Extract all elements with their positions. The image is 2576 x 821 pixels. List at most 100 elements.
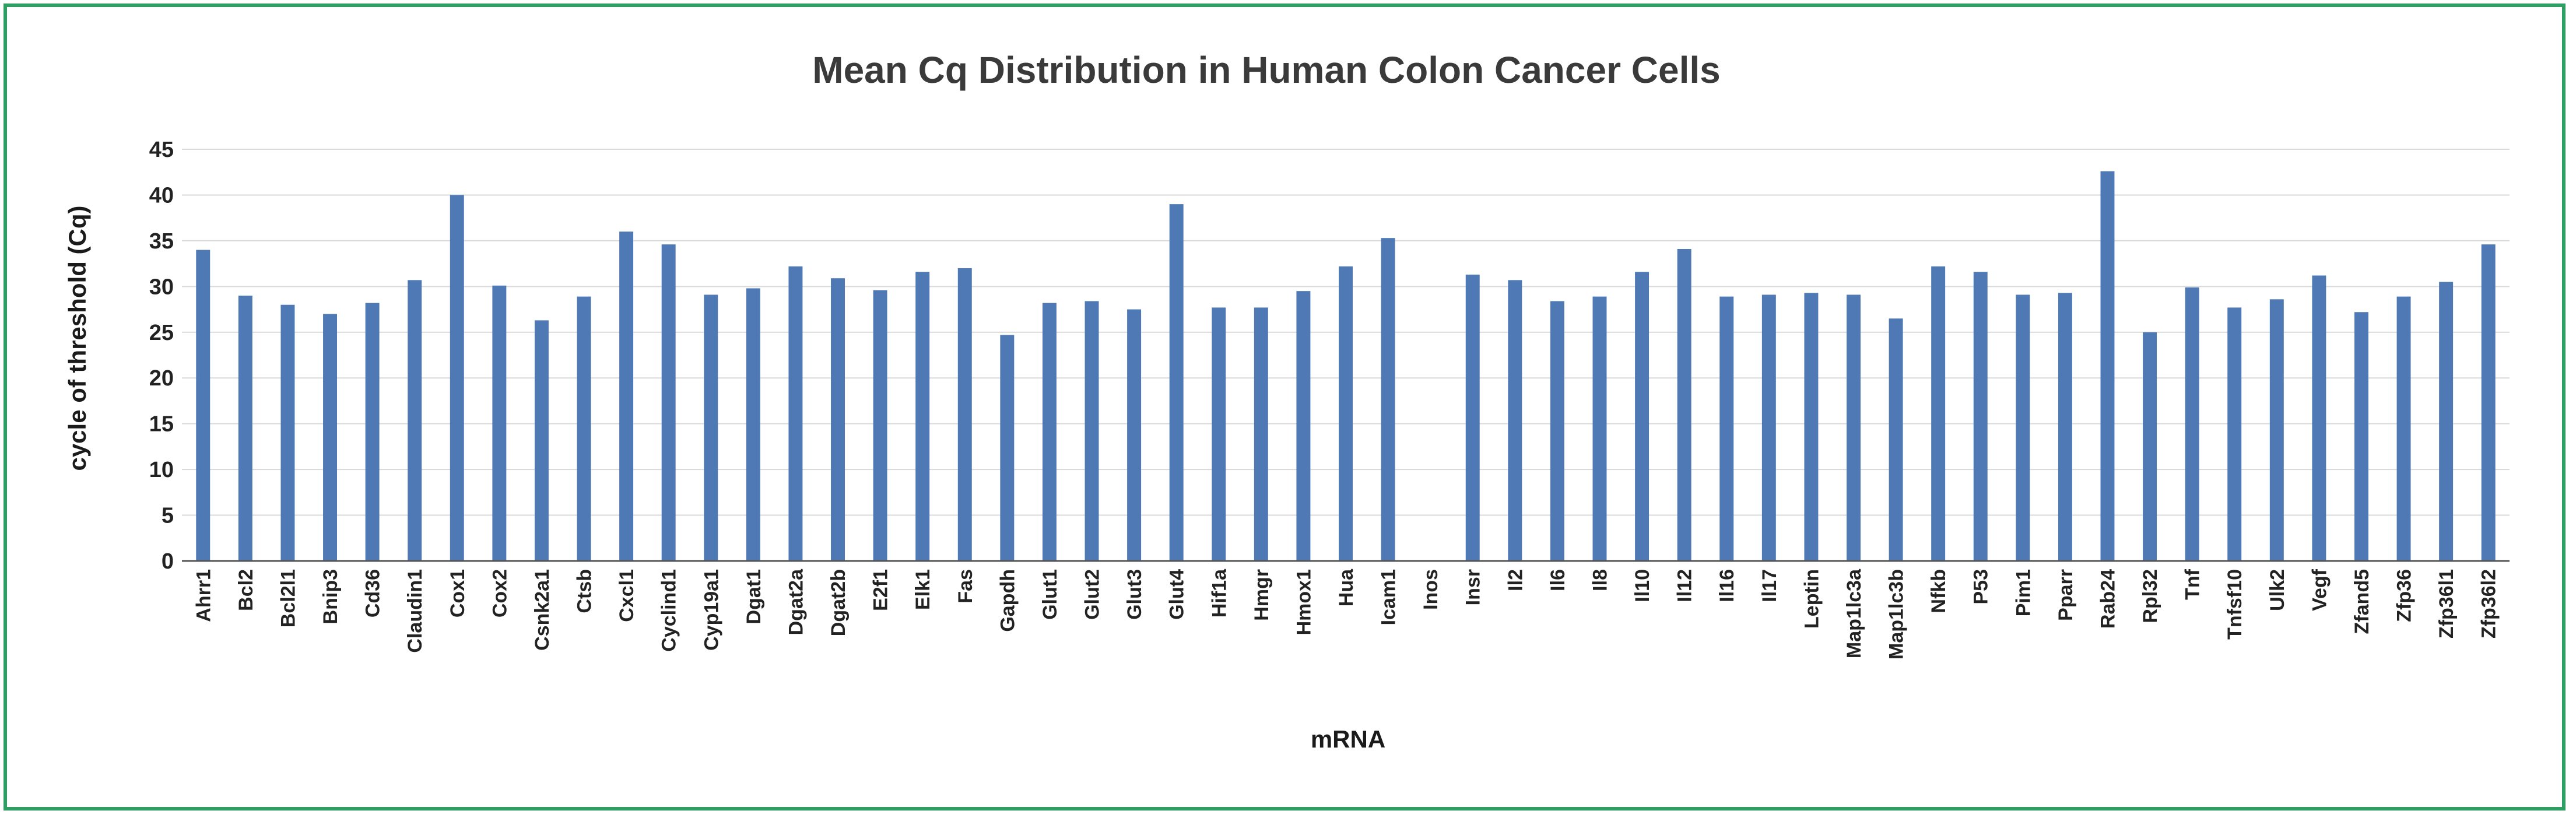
bar <box>534 320 549 561</box>
x-tick-label: Rab24 <box>2097 569 2119 629</box>
bar <box>1761 294 1776 561</box>
x-tick-label: Il6 <box>1547 569 1569 591</box>
x-axis-label: mRNA <box>1311 725 1385 753</box>
y-tick-label: 35 <box>149 229 174 254</box>
x-tick-label: Il2 <box>1504 569 1526 591</box>
bar <box>323 314 338 561</box>
bar <box>2016 294 2030 561</box>
x-tick-label: Glut3 <box>1124 569 1146 620</box>
bar <box>1127 309 1142 561</box>
bar <box>2396 296 2411 561</box>
x-tick-label: Rpl32 <box>2139 569 2161 623</box>
bar <box>619 231 634 561</box>
bar <box>2143 332 2157 561</box>
bar <box>196 250 210 562</box>
x-tick-label: Il10 <box>1631 569 1654 602</box>
x-tick-label: Il17 <box>1759 569 1781 602</box>
bar <box>2312 275 2326 561</box>
bar <box>1000 335 1015 561</box>
bar <box>1719 296 1734 561</box>
x-tick-label: Tnfsf10 <box>2224 569 2246 640</box>
bar <box>1169 204 1184 562</box>
x-tick-label: Icam1 <box>1378 569 1400 625</box>
x-tick-label: Gapdh <box>996 569 1019 632</box>
x-tick-label: Ulk2 <box>2266 569 2289 611</box>
bar <box>1847 294 1861 561</box>
y-tick-label: 10 <box>149 458 174 482</box>
bar <box>957 268 972 561</box>
x-tick-label: Cd36 <box>362 569 384 617</box>
x-tick-label: Hmox1 <box>1293 569 1315 635</box>
bar <box>1677 249 1691 561</box>
x-tick-label: Glut2 <box>1082 569 1104 620</box>
bar <box>2269 299 2284 561</box>
bar <box>1042 303 1057 561</box>
bar <box>1973 272 1988 561</box>
x-tick-label: Pim1 <box>2012 569 2034 616</box>
bar <box>450 195 464 561</box>
bar <box>1889 318 1903 561</box>
bar <box>746 288 760 561</box>
bar <box>280 304 295 561</box>
x-tick-label: Bcl2 <box>235 569 257 611</box>
bar <box>2439 282 2454 561</box>
x-tick-label: Map1lc3a <box>1843 569 1865 658</box>
bar <box>365 303 380 561</box>
x-tick-label: Cyclind1 <box>658 569 680 652</box>
x-tick-label: Glut4 <box>1166 569 1188 620</box>
bar <box>1508 280 1522 561</box>
bar <box>915 272 930 561</box>
x-tick-labels: Ahrr1 Bcl2 Bcl2l1 Bnip3 Cd36 Claudin1 Cox1 Cox2… <box>192 569 2500 659</box>
x-tick-label: Glut1 <box>1039 569 1061 620</box>
bar <box>1339 266 1353 561</box>
bar <box>1296 291 1311 561</box>
x-tick-label: Fas <box>954 569 977 604</box>
bar <box>2185 287 2199 561</box>
bar <box>408 280 422 561</box>
x-tick-label: Cox1 <box>447 569 469 617</box>
bar <box>238 296 252 561</box>
x-tick-label: Bnip3 <box>320 569 342 624</box>
bar <box>1592 296 1607 561</box>
bar <box>1804 293 1819 561</box>
x-tick-label: Ctsb <box>574 569 596 613</box>
bar-chart: Mean Cq Distribution in Human Colon Canc… <box>64 49 2510 753</box>
x-tick-label: Bcl2l1 <box>277 569 299 627</box>
chart-title: Mean Cq Distribution in Human Colon Canc… <box>812 49 1720 91</box>
bar <box>661 244 676 562</box>
x-tick-label: Cxcl1 <box>616 569 638 622</box>
chart-frame: Mean Cq Distribution in Human Colon Canc… <box>3 3 2566 811</box>
x-tick-label: Nfkb <box>1928 569 1950 613</box>
bar <box>2227 307 2242 561</box>
x-tick-label: Map1lc3b <box>1886 569 1908 659</box>
x-tick-label: Hmgr <box>1251 569 1273 621</box>
bar <box>2481 244 2496 562</box>
x-tick-label: Il8 <box>1589 569 1611 591</box>
y-tick-label: 40 <box>149 183 174 208</box>
y-tick-label: 20 <box>149 366 174 391</box>
x-tick-label: Zfp36l2 <box>2478 569 2500 638</box>
x-tick-label: Dgat1 <box>743 569 765 624</box>
bar <box>873 290 887 561</box>
bar <box>2100 171 2115 561</box>
x-tick-label: Zfp36 <box>2393 569 2416 622</box>
y-tick-label: 0 <box>162 549 174 574</box>
x-tick-label: Leptin <box>1801 569 1823 629</box>
bar <box>1254 307 1268 561</box>
x-tick-label: E2f1 <box>870 569 892 611</box>
bar <box>1550 301 1564 561</box>
x-tick-label: P53 <box>1970 569 1992 605</box>
y-tick-label: 30 <box>149 275 174 299</box>
y-axis-label: cycle of threshold (Cq) <box>64 205 91 471</box>
x-tick-label: Dgat2b <box>827 569 850 636</box>
bar <box>1212 307 1226 561</box>
y-tick-label: 5 <box>162 504 174 528</box>
bar <box>831 278 845 561</box>
y-tick-label: 15 <box>149 412 174 437</box>
bar <box>1381 238 1395 561</box>
bar <box>492 285 507 561</box>
x-tick-label: Vegf <box>2308 569 2331 611</box>
x-tick-label: Hua <box>1335 569 1357 606</box>
x-tick-label: Ahrr1 <box>192 569 215 622</box>
x-tick-label: Elk1 <box>912 569 934 610</box>
